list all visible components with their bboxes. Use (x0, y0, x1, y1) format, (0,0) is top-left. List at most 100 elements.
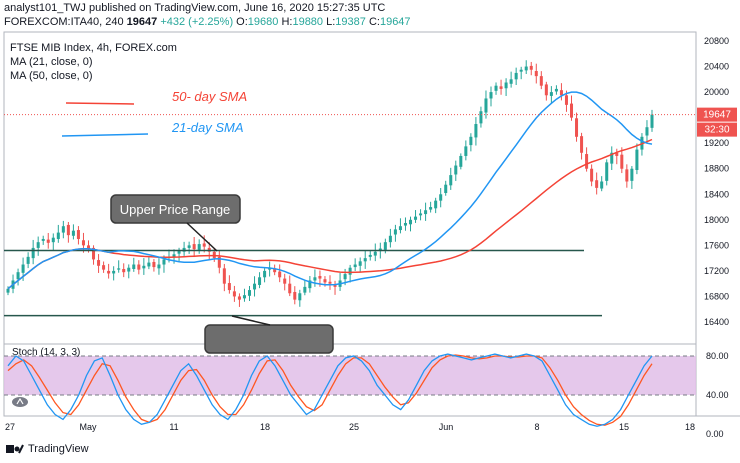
candle (429, 201, 433, 213)
low-label: L: (326, 16, 336, 28)
stoch-k-line (7, 353, 653, 427)
candle (544, 81, 548, 101)
price-tick: 18400 (704, 189, 729, 199)
candle (489, 86, 493, 107)
close-label: C: (368, 16, 380, 28)
last-price-badge-text: 19647 (703, 110, 731, 121)
candle (534, 63, 538, 84)
candle (92, 245, 96, 265)
high-value: 19880 (292, 16, 324, 28)
close-value: 19647 (379, 16, 411, 28)
open-value: 19680 (247, 16, 279, 28)
candle (232, 285, 236, 302)
publish-info: analyst101_TWJ published on TradingView.… (4, 2, 386, 14)
upper-price-range-text: Upper Price Range (120, 202, 231, 217)
candle (424, 202, 428, 221)
candle (71, 224, 75, 240)
candle (258, 272, 262, 289)
candle (51, 233, 55, 250)
candle (519, 66, 523, 80)
symbol-ohlc-line: FOREXCOM:ITA40, 240 19647 +432 (+2.25%) … (4, 16, 411, 28)
stoch-d-line (7, 354, 653, 426)
candle (363, 250, 367, 269)
high-label: H: (281, 16, 293, 28)
time-tick: 11 (169, 422, 178, 432)
time-tick: Jun (439, 422, 454, 432)
price-tick: 16400 (704, 317, 729, 327)
candle (635, 143, 639, 175)
candle (333, 280, 337, 295)
candle (107, 263, 111, 279)
price-tick: 16800 (704, 291, 729, 301)
candle (439, 188, 443, 208)
candle (575, 112, 579, 142)
candle (26, 252, 30, 269)
stoch-axis: 80.00 40.00 0.00 (706, 351, 729, 439)
candle (288, 275, 292, 297)
candle (247, 285, 252, 302)
upper-price-range-callout[interactable]: Upper Price Range (110, 194, 241, 252)
candle (580, 132, 584, 160)
candle (152, 258, 156, 272)
sma21-label: 21-day SMA (171, 120, 244, 135)
candle (403, 217, 407, 231)
candle (122, 263, 126, 278)
legend-ma50: MA (50, close, 0) (10, 70, 93, 82)
candle-timer-text: 32:30 (704, 125, 729, 136)
candle (348, 264, 352, 283)
candle (263, 268, 267, 283)
candle (554, 85, 558, 95)
candle (650, 109, 654, 132)
candle (559, 83, 563, 101)
stoch-tick: 0.00 (706, 429, 724, 439)
sma21-sample-line (61, 133, 149, 137)
candle (479, 106, 483, 128)
candle (388, 228, 392, 248)
candle (328, 275, 332, 290)
candle (504, 78, 508, 96)
price-tick: 17200 (704, 266, 729, 276)
last-price-badge (697, 107, 737, 122)
time-axis[interactable]: 27 May 11 18 25 Jun 8 15 18 (5, 422, 695, 432)
stoch-tick: 80.00 (706, 351, 729, 361)
time-tick: May (79, 422, 97, 432)
last-price: 19647 (126, 16, 158, 28)
candles (6, 60, 654, 307)
candle (237, 293, 241, 307)
candle (41, 235, 45, 245)
sma50-label: 50- day SMA (172, 89, 247, 104)
candle (605, 159, 609, 186)
cloud-icon[interactable] (12, 397, 28, 407)
candle (298, 289, 302, 307)
candle (494, 82, 498, 95)
candle (197, 239, 201, 254)
symbol: FOREXCOM:ITA40, 240 (4, 16, 124, 28)
candle (408, 216, 413, 232)
candle (590, 164, 594, 187)
candle (137, 260, 141, 275)
candle (16, 268, 20, 286)
price-tick: 18800 (704, 164, 729, 174)
candle (112, 266, 116, 281)
time-tick: 18 (260, 422, 270, 432)
candle (398, 218, 402, 234)
ma50-line (7, 138, 653, 290)
candle (253, 276, 257, 297)
candle (278, 264, 282, 283)
lower-price-range-callout[interactable] (204, 315, 334, 354)
candle (499, 79, 503, 95)
candle (529, 61, 533, 76)
candle (227, 275, 231, 294)
candle (147, 257, 151, 270)
candle (484, 90, 488, 119)
stoch-legend: Stoch (14, 3, 3) (12, 347, 80, 358)
candle (615, 148, 619, 165)
candle (414, 210, 418, 223)
price-tick: 17600 (704, 240, 729, 250)
price-axis[interactable]: 2080020400200001960019200188001840018000… (704, 36, 729, 327)
candle (514, 67, 518, 86)
tradingview-brand[interactable]: TradingView (6, 443, 89, 455)
price-tick: 19200 (704, 138, 729, 148)
candle (293, 286, 297, 305)
